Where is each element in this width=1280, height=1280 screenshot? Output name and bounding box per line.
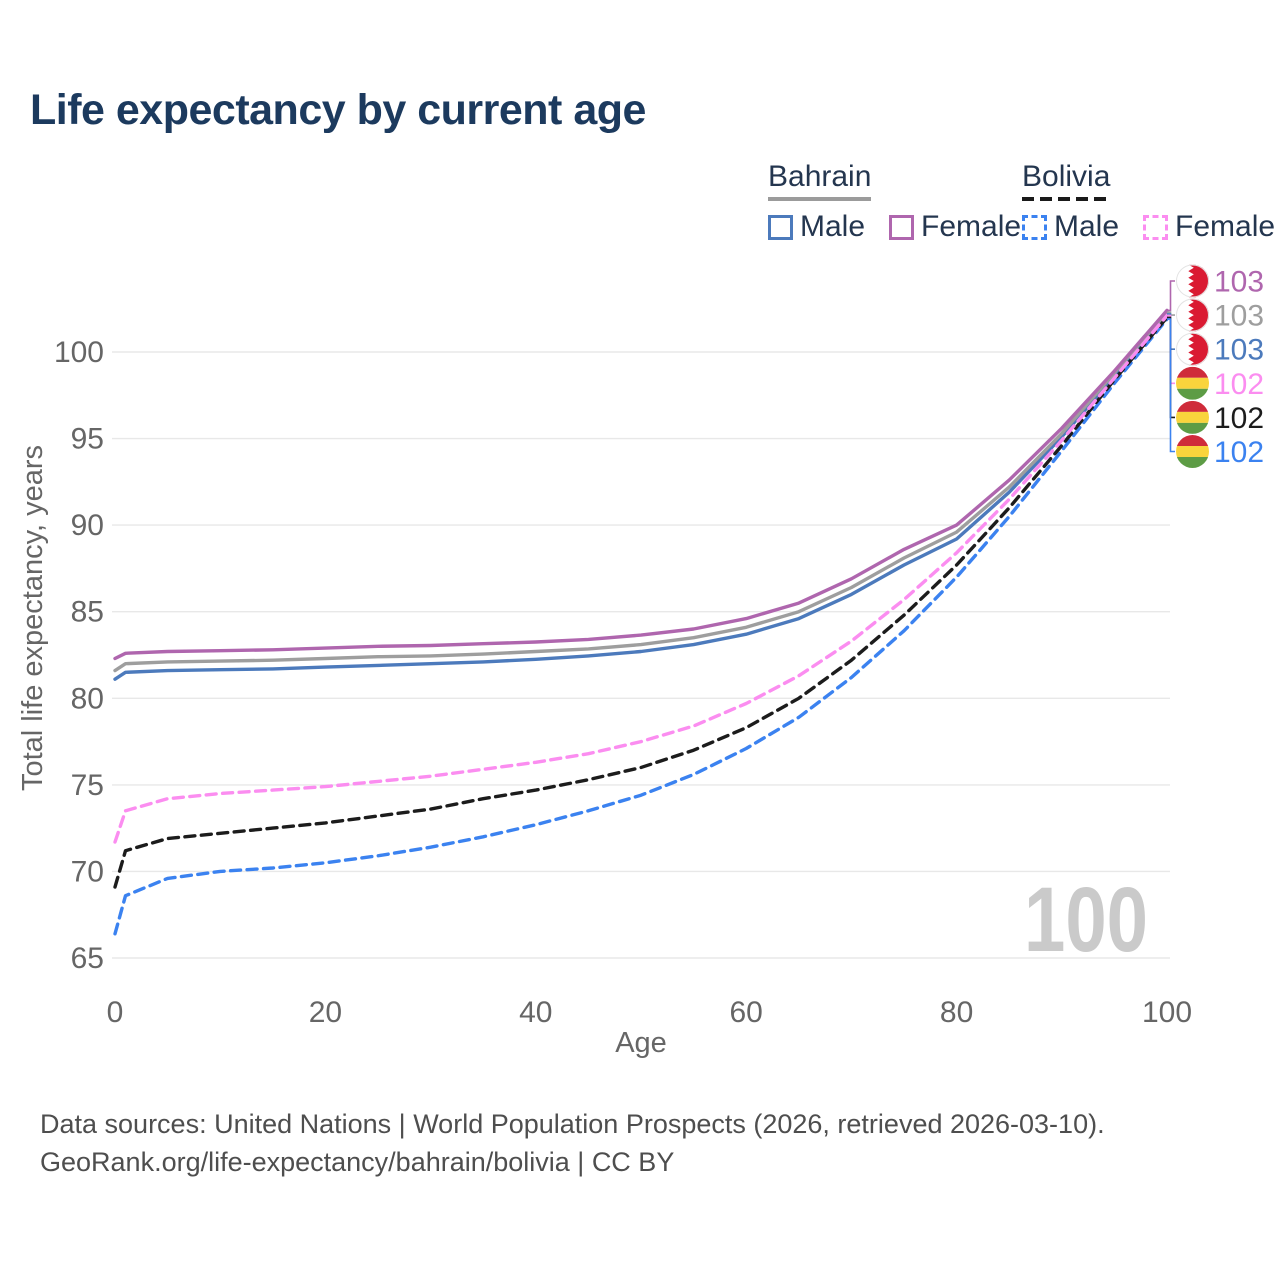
y-axis-title: Total life expectancy, years (17, 445, 49, 791)
legend-country-bahrain[interactable]: Bahrain (768, 160, 872, 201)
legend-item-bolivia-male[interactable]: Male (1022, 210, 1119, 244)
y-tick-label: 75 (71, 769, 104, 802)
bolivia-flag-icon (1176, 435, 1209, 468)
legend-country-bolivia[interactable]: Bolivia (1022, 160, 1111, 201)
bolivia-female-swatch-icon (1143, 214, 1169, 240)
y-tick-label: 100 (54, 336, 104, 369)
legend-item-label: Female (921, 210, 1022, 243)
series-line-bolivia-persons[interactable] (113, 315, 1169, 889)
legend-item-bahrain-female[interactable]: Female (889, 210, 1021, 244)
x-tick-label: 60 (730, 996, 763, 1029)
end-value-label: 103 (1214, 266, 1264, 299)
legend-items-bolivia: Male Female (1022, 210, 1280, 244)
bolivia-dashed-line-swatch (1022, 197, 1111, 201)
x-tick-label: 0 (107, 996, 124, 1029)
end-value-label: 102 (1214, 402, 1264, 435)
y-tick-label: 80 (71, 682, 104, 715)
bahrain-flag-icon (1176, 264, 1209, 298)
y-tick-label: 85 (71, 596, 104, 629)
legend-items-bahrain: Male Female (768, 210, 1045, 244)
bolivia-male-swatch-icon (1022, 214, 1047, 240)
bolivia-flag-icon (1176, 366, 1209, 400)
legend-item-bahrain-male[interactable]: Male (768, 210, 865, 244)
data-sources-footer: Data sources: United Nations | World Pop… (40, 1105, 1105, 1181)
y-tick-label: 65 (71, 942, 104, 975)
legend-item-label: Male (1054, 210, 1120, 243)
legend-country-label: Bahrain (768, 160, 872, 193)
series-line-bolivia-female[interactable] (113, 313, 1169, 844)
legend-group-bolivia: Bolivia Male Female (1022, 160, 1280, 244)
y-tick-label: 90 (71, 509, 104, 542)
x-tick-label: 40 (519, 996, 552, 1029)
bahrain-male-swatch-icon (768, 214, 793, 240)
series-line-bolivia-male[interactable] (113, 317, 1169, 936)
bahrain-solid-line-swatch (768, 197, 872, 201)
end-value-label: 103 (1214, 334, 1264, 367)
page-title: Life expectancy by current age (30, 86, 646, 134)
series-line-bahrain-female[interactable] (113, 308, 1169, 661)
footer-line-sources: Data sources: United Nations | World Pop… (40, 1109, 1105, 1139)
x-tick-label: 80 (940, 996, 973, 1029)
leader-line (1167, 280, 1175, 312)
y-tick-label: 70 (71, 855, 104, 888)
footer-line-attribution: GeoRank.org/life-expectancy/bahrain/boli… (40, 1147, 675, 1177)
legend-item-label: Female (1175, 210, 1276, 243)
end-value-label: 103 (1214, 300, 1264, 333)
legend-country-label: Bolivia (1022, 160, 1111, 193)
bahrain-flag-icon (1176, 298, 1209, 332)
y-tick-label: 95 (71, 423, 104, 456)
leader-line (1167, 318, 1175, 453)
legend-group-bahrain: Bahrain Male Female (768, 160, 1045, 244)
end-value-label: 102 (1214, 368, 1264, 401)
bahrain-flag-icon (1176, 332, 1209, 366)
x-tick-label: 20 (309, 996, 342, 1029)
legend-item-label: Male (800, 210, 866, 243)
series-line-bahrain-persons[interactable] (113, 310, 1169, 673)
legend-item-bolivia-female[interactable]: Female (1143, 210, 1275, 244)
bolivia-flag-icon (1176, 400, 1209, 434)
hover-age-watermark: 100 (1024, 869, 1148, 971)
end-value-label: 102 (1214, 436, 1264, 469)
x-tick-label: 100 (1142, 996, 1192, 1029)
series-line-bahrain-male[interactable] (113, 312, 1169, 681)
x-axis-title: Age (615, 1027, 667, 1059)
bahrain-female-swatch-icon (889, 214, 915, 240)
